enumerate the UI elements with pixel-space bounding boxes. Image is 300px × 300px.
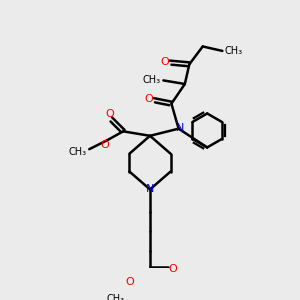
Text: O: O <box>125 277 134 287</box>
Text: CH₃: CH₃ <box>69 147 87 157</box>
Text: CH₃: CH₃ <box>143 74 161 85</box>
Text: O: O <box>105 110 114 119</box>
Text: O: O <box>161 57 170 67</box>
Text: CH₃: CH₃ <box>225 46 243 56</box>
Text: O: O <box>145 94 154 104</box>
Text: CH₃: CH₃ <box>107 294 125 300</box>
Text: N: N <box>146 184 154 194</box>
Text: O: O <box>168 264 177 274</box>
Text: N: N <box>176 123 184 133</box>
Text: O: O <box>100 140 109 150</box>
